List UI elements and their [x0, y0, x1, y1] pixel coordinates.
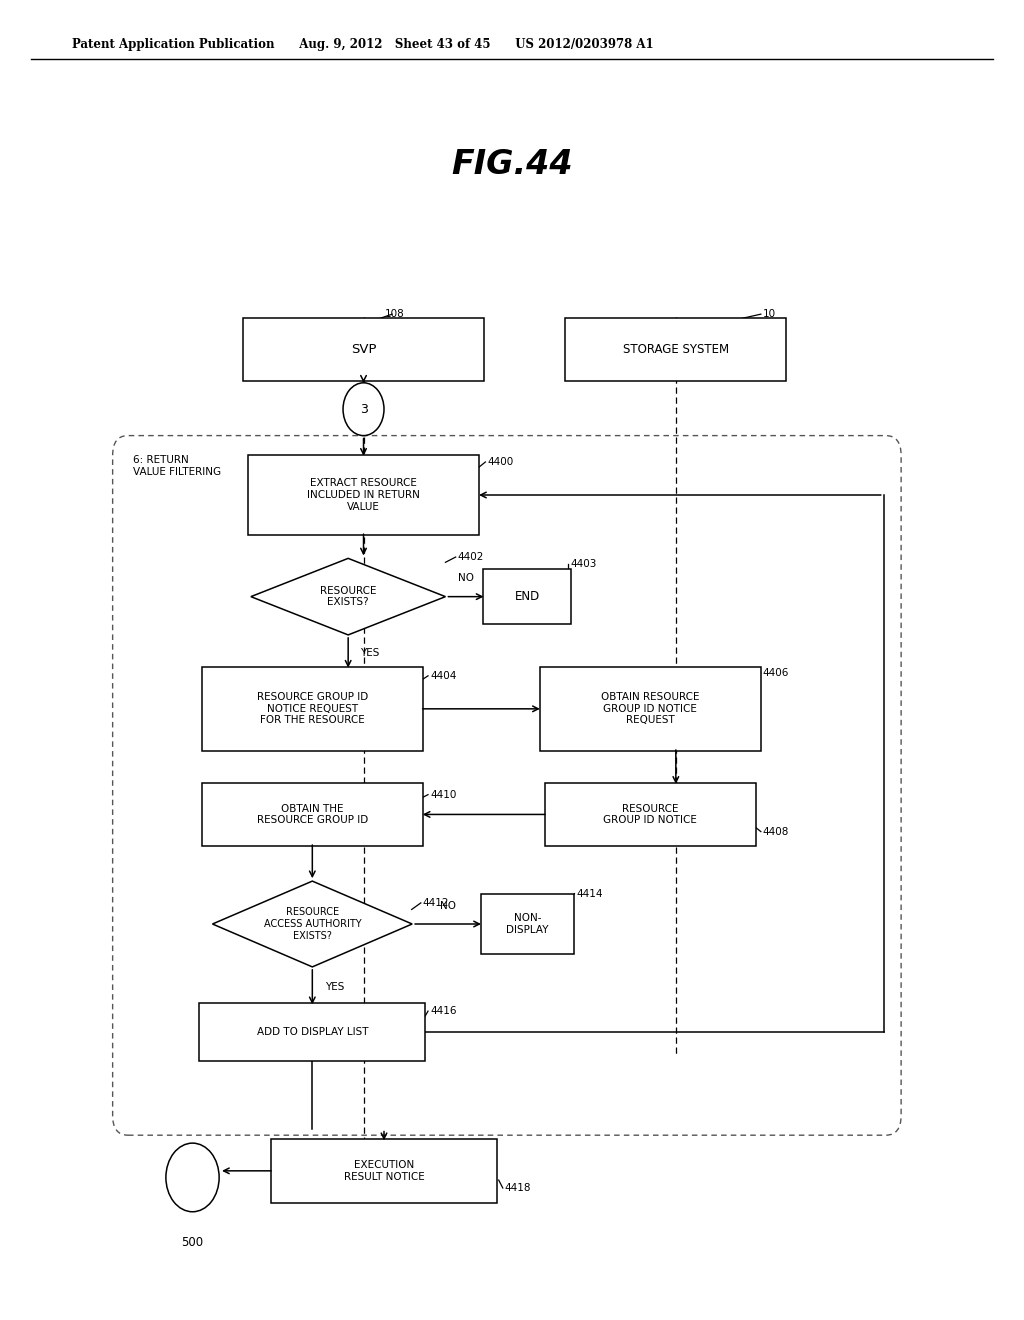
Text: 4402: 4402: [458, 552, 484, 562]
Text: SVP: SVP: [351, 343, 376, 356]
Text: END: END: [515, 590, 540, 603]
FancyBboxPatch shape: [481, 894, 573, 954]
Text: RESOURCE GROUP ID
NOTICE REQUEST
FOR THE RESOURCE: RESOURCE GROUP ID NOTICE REQUEST FOR THE…: [257, 692, 368, 726]
Text: 4408: 4408: [763, 826, 790, 837]
Text: RESOURCE
EXISTS?: RESOURCE EXISTS?: [319, 586, 377, 607]
Text: 108: 108: [384, 309, 404, 319]
Text: NO: NO: [458, 573, 474, 583]
Text: Patent Application Publication      Aug. 9, 2012   Sheet 43 of 45      US 2012/0: Patent Application Publication Aug. 9, 2…: [72, 38, 653, 51]
FancyBboxPatch shape: [270, 1139, 498, 1203]
Text: 500: 500: [181, 1236, 204, 1249]
FancyBboxPatch shape: [202, 783, 423, 846]
Text: 10: 10: [763, 309, 776, 319]
Text: 4416: 4416: [430, 1006, 457, 1016]
Text: NON-
DISPLAY: NON- DISPLAY: [506, 913, 549, 935]
Text: 4418: 4418: [505, 1183, 531, 1193]
Text: YES: YES: [360, 648, 380, 657]
Circle shape: [166, 1143, 219, 1212]
FancyBboxPatch shape: [565, 318, 786, 381]
FancyBboxPatch shape: [202, 667, 423, 751]
Circle shape: [343, 383, 384, 436]
Text: RESOURCE
GROUP ID NOTICE: RESOURCE GROUP ID NOTICE: [603, 804, 697, 825]
FancyBboxPatch shape: [545, 783, 756, 846]
Text: OBTAIN RESOURCE
GROUP ID NOTICE
REQUEST: OBTAIN RESOURCE GROUP ID NOTICE REQUEST: [601, 692, 699, 726]
FancyBboxPatch shape: [248, 454, 479, 536]
Text: STORAGE SYSTEM: STORAGE SYSTEM: [623, 343, 729, 356]
Polygon shape: [213, 882, 412, 966]
Text: FIG.44: FIG.44: [452, 149, 572, 181]
Text: 4406: 4406: [763, 668, 790, 678]
FancyBboxPatch shape: [243, 318, 484, 381]
Text: 4410: 4410: [430, 789, 457, 800]
Text: 3: 3: [359, 403, 368, 416]
Polygon shape: [251, 558, 445, 635]
Text: 4414: 4414: [577, 888, 603, 899]
Text: OBTAIN THE
RESOURCE GROUP ID: OBTAIN THE RESOURCE GROUP ID: [257, 804, 368, 825]
Text: 4403: 4403: [570, 558, 597, 569]
Text: EXECUTION
RESULT NOTICE: EXECUTION RESULT NOTICE: [344, 1160, 424, 1181]
Text: 4412: 4412: [423, 898, 450, 908]
Text: RESOURCE
ACCESS AUTHORITY
EXISTS?: RESOURCE ACCESS AUTHORITY EXISTS?: [263, 907, 361, 941]
Text: NO: NO: [440, 900, 456, 911]
FancyBboxPatch shape: [199, 1003, 426, 1061]
Text: 4400: 4400: [487, 457, 514, 467]
Text: YES: YES: [325, 982, 344, 993]
Text: ADD TO DISPLAY LIST: ADD TO DISPLAY LIST: [257, 1027, 368, 1038]
Text: EXTRACT RESOURCE
INCLUDED IN RETURN
VALUE: EXTRACT RESOURCE INCLUDED IN RETURN VALU…: [307, 478, 420, 512]
Text: 6: RETURN
VALUE FILTERING: 6: RETURN VALUE FILTERING: [133, 455, 221, 477]
Text: 4404: 4404: [430, 671, 457, 681]
FancyBboxPatch shape: [540, 667, 761, 751]
FancyBboxPatch shape: [483, 569, 571, 624]
